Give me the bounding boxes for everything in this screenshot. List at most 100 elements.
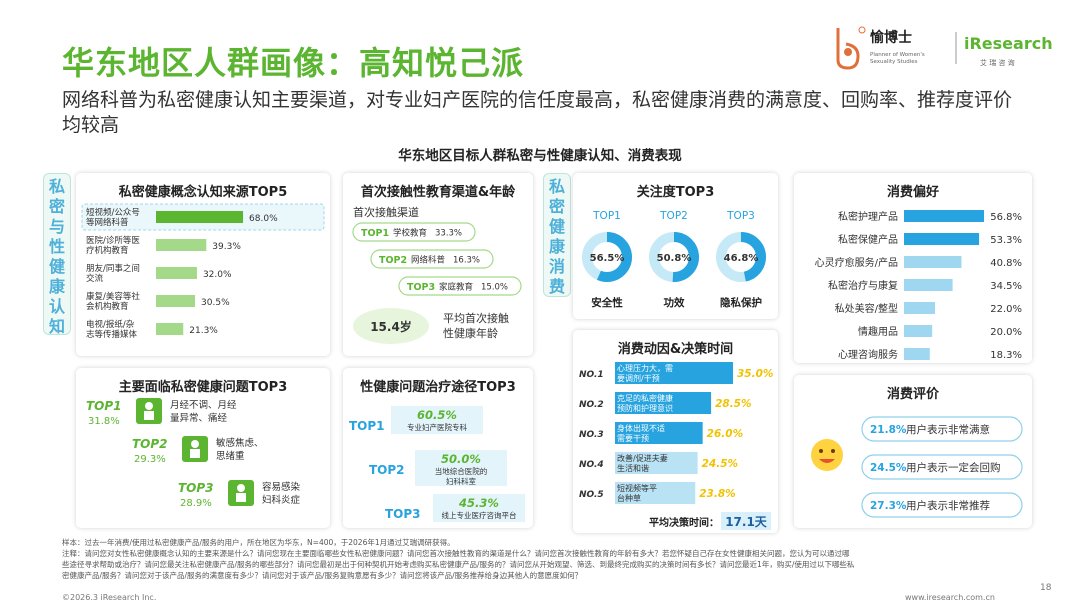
bar xyxy=(156,295,196,307)
smile-icon xyxy=(811,439,843,471)
bar-value-label: 53.3% xyxy=(990,235,1022,246)
category-label: 私密护理产品 xyxy=(838,210,898,223)
bar-category-label: 生活和谐 xyxy=(617,463,649,473)
channel-subtitle: 首次接触渠道 xyxy=(353,206,419,219)
donut-slice xyxy=(582,232,632,282)
category-label: 疗机构教育 xyxy=(86,245,129,256)
panel-title: 关注度TOP3 xyxy=(636,185,715,200)
avg-age-label: 性健康年龄 xyxy=(443,326,498,340)
channel-value: 33.3% xyxy=(435,229,462,239)
chart-title: 华东地区目标人群私密与性健康认知、消费表现 xyxy=(398,148,682,164)
side-label-left-char: 健 xyxy=(48,257,65,276)
evaluation-label: 用户表示非常推荐 xyxy=(906,499,990,512)
bar-value-label: 39.3% xyxy=(212,242,241,252)
rank-label: NO.4 xyxy=(579,460,604,470)
avg-age-label: 平均首次接触 xyxy=(443,311,509,325)
bar xyxy=(904,256,962,268)
logo: 愉博士 Planner of Women's Sexuality Studies… xyxy=(836,26,1053,70)
category-label: 心灵疗愈服务/产品 xyxy=(815,256,898,269)
side-label-left-char: 性 xyxy=(48,237,65,256)
side-label-left-char: 私 xyxy=(48,177,65,196)
smile-icon-eye xyxy=(819,449,823,453)
category-label: 会机构教育 xyxy=(86,301,129,312)
side-label-left-char: 知 xyxy=(48,317,65,336)
treatment-label: 专业妇产医院专科 xyxy=(407,422,467,432)
bar-category-label: 短视频等平 xyxy=(617,483,657,493)
bar xyxy=(156,211,244,223)
page-subtitle: 网络科普为私密健康认知主要渠道，对专业妇产医院的信任度最高，私密健康消费的满意度… xyxy=(62,89,1013,136)
treatment-value: 50.0% xyxy=(441,452,481,466)
treatment-label: 线上专业医疗咨询平台 xyxy=(442,510,517,520)
bar xyxy=(615,422,703,444)
evaluation-value: 21.8% xyxy=(870,424,907,436)
panel-evaluation: 消费评价 21.8% 用户表示非常满意 24.5% 用户表示一定会回购 27.3% 用户表… xyxy=(794,375,1032,528)
evaluation-value: 27.3% xyxy=(870,500,907,512)
brand-logo-icon xyxy=(836,26,866,70)
panel-awareness-source: 私密健康概念认知来源TOP5 短视频/公众号 等网络科普 68.0% 医院/诊所等医疗… xyxy=(76,173,330,356)
bar-value-label: 24.5% xyxy=(702,458,738,470)
website: www.iresearch.com.cn xyxy=(905,593,995,602)
attention-chart: TOP1 56.5% 安全性 TOP2 50.8% 功效 TOP3 46.8% 隐私保护 xyxy=(582,210,766,309)
treatment-bg xyxy=(391,406,483,434)
panel-title: 主要面临私密健康问题TOP3 xyxy=(118,380,288,395)
problem-label: 月经不调、月经 xyxy=(170,399,237,411)
avg-age-value: 15.4岁 xyxy=(370,319,412,334)
channel-pill xyxy=(370,249,494,269)
rank-value: 31.8% xyxy=(88,416,120,427)
research-logo: iResearch xyxy=(964,34,1053,53)
smile-icon-eye xyxy=(831,449,835,453)
brand-cn: 愉博士 xyxy=(870,29,912,46)
bar xyxy=(615,482,696,504)
rank-label: TOP2 xyxy=(369,463,405,477)
bar-category-label: 台种草 xyxy=(617,493,641,503)
donut-category: 安全性 xyxy=(591,296,623,309)
side-label-right-char: 康 xyxy=(548,237,565,256)
bar-value-label: 28.5% xyxy=(715,398,751,410)
panel-first-channel: 首次接触性教育渠道&年龄 首次接触渠道 TOP1 学校教育 33.3% TOP2 网络科… xyxy=(343,173,533,356)
rank-label: TOP3 xyxy=(178,481,214,495)
rank-label: NO.3 xyxy=(579,430,604,440)
bar-category-label: 预防和护理意识 xyxy=(617,403,673,413)
rank-label: NO.2 xyxy=(579,400,604,410)
rank-value: 28.9% xyxy=(180,498,212,509)
bar xyxy=(904,302,935,314)
category-label: 交流 xyxy=(86,273,104,284)
category-label: 心理咨询服务 xyxy=(838,348,898,361)
side-label-right-char: 费 xyxy=(548,277,565,296)
bar-value-label: 32.0% xyxy=(203,270,232,280)
panel-preference: 消费偏好 私密护理产品 56.8% 私密保健产品 53.3% 心灵疗愈服务/产品 40.8… xyxy=(794,173,1032,363)
bar-value-label: 21.3% xyxy=(189,326,218,336)
evaluation-label: 用户表示一定会回购 xyxy=(906,461,1001,474)
bar-value-label: 20.0% xyxy=(990,327,1022,338)
bar xyxy=(156,239,207,251)
donut-value: 46.8% xyxy=(724,253,759,264)
problem-icon-detail xyxy=(145,402,153,410)
category-label: 私密保健产品 xyxy=(838,233,898,246)
problem-label: 容易感染 xyxy=(262,481,301,493)
treatment-value: 45.3% xyxy=(458,496,499,510)
category-label: 等网络科普 xyxy=(86,217,129,228)
rank-label: TOP1 xyxy=(361,228,389,239)
bar-value-label: 26.0% xyxy=(707,428,743,440)
rank-label: TOP2 xyxy=(659,210,688,222)
panel-title: 消费评价 xyxy=(886,387,939,402)
bar-category-label: 克足的私密健康 xyxy=(617,393,673,403)
age-bubble xyxy=(353,308,429,344)
problem-icon-detail xyxy=(190,449,200,458)
problem-label: 思绪重 xyxy=(216,450,245,462)
channel-label: 网络科普 xyxy=(411,255,446,266)
category-label: 医院/诊所等医 xyxy=(86,235,140,246)
page-number: 18 xyxy=(1040,583,1052,593)
channel-label: 学校教育 xyxy=(393,228,427,239)
panel-attention: 关注度TOP3 TOP1 56.5% 安全性 TOP2 50.8% 功效 TOP3 46.8%… xyxy=(573,173,778,319)
bar xyxy=(904,279,953,291)
treatment-label: 妇科科室 xyxy=(446,476,476,486)
bar xyxy=(904,325,933,337)
bar xyxy=(156,323,184,335)
rank-label: TOP3 xyxy=(726,210,755,222)
category-label: 私密治疗与康复 xyxy=(828,279,898,292)
side-label-right-char: 密 xyxy=(548,197,565,216)
rank-label: TOP1 xyxy=(592,210,621,222)
